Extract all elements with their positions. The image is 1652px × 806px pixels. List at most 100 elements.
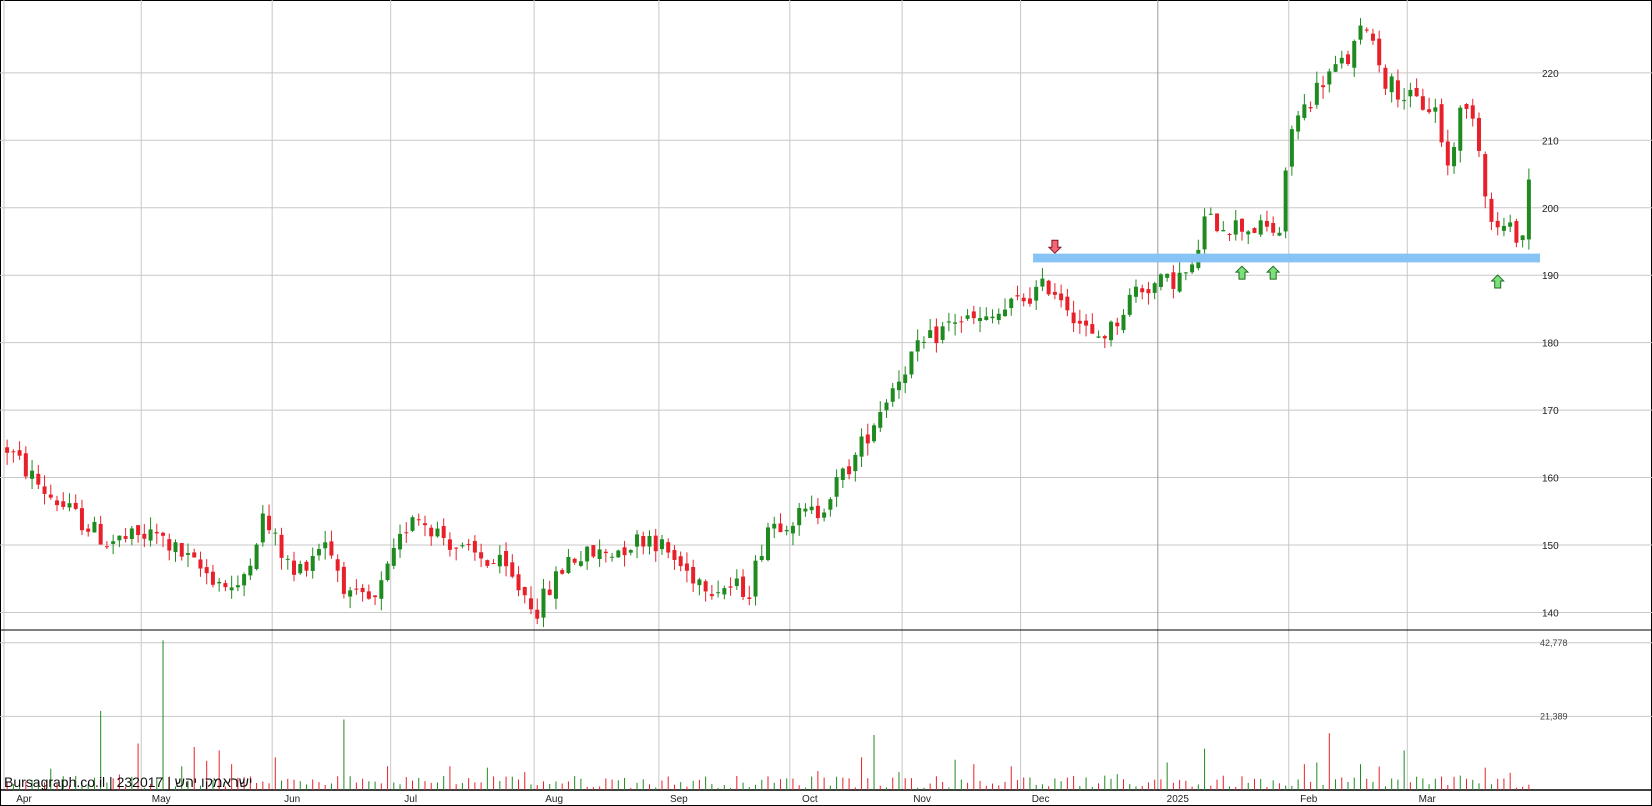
candle [1358, 18, 1363, 45]
candle [466, 538, 471, 551]
candle [447, 532, 452, 557]
candle [285, 555, 290, 570]
candle [335, 554, 340, 583]
candle [591, 545, 596, 559]
candle [79, 499, 84, 536]
time-tick-label: Apr [16, 794, 32, 805]
candle [722, 585, 727, 600]
time-tick-label: May [152, 794, 171, 805]
candle [759, 544, 764, 562]
candle [672, 545, 677, 570]
candle [1439, 98, 1444, 148]
candle [292, 551, 297, 582]
candle [541, 579, 546, 628]
candle [460, 542, 465, 549]
candle [840, 467, 845, 489]
candle [298, 560, 303, 575]
candle [996, 308, 1001, 325]
candle [928, 318, 933, 339]
candle [316, 543, 321, 561]
candle [566, 549, 571, 574]
candle [684, 552, 689, 583]
candle [267, 504, 272, 534]
candle [111, 534, 116, 555]
candle [1495, 212, 1500, 236]
candle [86, 523, 91, 537]
candle [728, 577, 733, 596]
candle [984, 307, 989, 321]
candle [716, 580, 721, 598]
candle [1296, 110, 1301, 140]
support-band [1033, 253, 1540, 263]
candle [1395, 69, 1400, 108]
support-band-layer [1033, 253, 1540, 263]
candle [1464, 103, 1469, 119]
price-tick-label: 220 [1542, 69, 1559, 80]
candle [1476, 112, 1481, 158]
candle [17, 441, 22, 460]
candle [1027, 287, 1032, 307]
candle [48, 484, 53, 500]
candle [1140, 284, 1145, 300]
candle [1059, 284, 1064, 308]
candle [1171, 265, 1176, 299]
candle [210, 564, 215, 588]
candle [1183, 272, 1188, 281]
price-tick-label: 190 [1542, 271, 1559, 282]
price-tick-label: 180 [1542, 339, 1559, 350]
candle [622, 540, 627, 567]
candle [410, 515, 415, 532]
candle [610, 552, 615, 562]
candle [248, 558, 253, 581]
candle [55, 495, 60, 512]
candle [628, 549, 633, 556]
candle [1034, 280, 1039, 310]
candle [872, 423, 877, 444]
candle [98, 515, 103, 545]
candle [1121, 309, 1126, 334]
candle [784, 525, 789, 536]
candle [1115, 317, 1120, 335]
candle [1383, 64, 1388, 95]
time-tick-label: Jun [284, 794, 300, 805]
candle [117, 535, 122, 548]
up-arrow-icon [1490, 274, 1505, 289]
candle [422, 515, 427, 537]
volume-axis: 42,778 21,389 [1540, 638, 1568, 722]
candle [136, 525, 141, 543]
up-arrow-icon [1265, 265, 1281, 280]
candle [142, 524, 147, 548]
candle [772, 516, 777, 539]
candle [92, 516, 97, 533]
candle [1489, 192, 1494, 231]
candle [1096, 330, 1101, 339]
candle [1271, 216, 1276, 237]
candle [1046, 279, 1051, 296]
candle [1071, 300, 1076, 332]
candle [1090, 313, 1095, 334]
candle [847, 459, 852, 480]
candle [572, 557, 577, 565]
candle [223, 580, 228, 592]
candle [1077, 309, 1082, 334]
candle [260, 504, 265, 547]
candle [603, 548, 608, 563]
candle [709, 584, 714, 600]
candle [1445, 129, 1450, 176]
price-tick-label: 210 [1542, 136, 1559, 147]
candle [1470, 98, 1475, 127]
candle [366, 584, 371, 600]
time-tick-label: Oct [802, 794, 818, 805]
candle [953, 313, 958, 336]
signal-arrows [1047, 239, 1505, 289]
candle [946, 312, 951, 332]
candle [497, 545, 502, 574]
candle [472, 535, 477, 561]
candle [909, 351, 914, 379]
candle [616, 549, 621, 558]
candle [822, 508, 827, 522]
candle [1133, 279, 1138, 303]
candle [884, 399, 889, 418]
